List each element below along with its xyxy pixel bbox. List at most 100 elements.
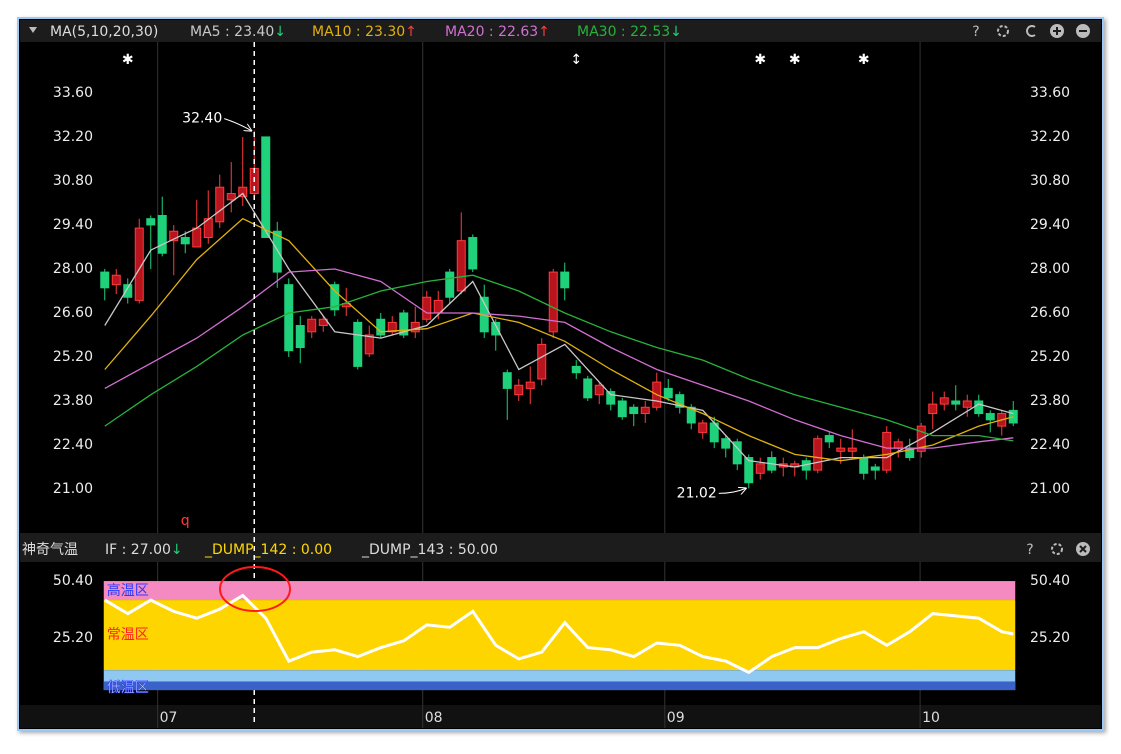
y-tick-label: 26.60	[53, 305, 93, 321]
candle-body	[146, 218, 156, 226]
candle-body	[215, 186, 225, 223]
y-tick-label: 23.80	[1030, 393, 1070, 409]
annotation-arrow	[718, 488, 746, 493]
candle-body	[445, 271, 455, 298]
settings-icon[interactable]	[997, 25, 1009, 37]
candle-body	[468, 237, 478, 270]
zone	[103, 600, 1016, 671]
marker: ✱	[754, 52, 766, 68]
candle-body	[663, 387, 673, 399]
candle-body	[111, 274, 121, 286]
x-tick-label: 09	[667, 710, 685, 726]
candle-body	[617, 400, 627, 418]
candle-body	[100, 271, 110, 289]
ma-line	[104, 274, 1014, 442]
settings-icon[interactable]	[1051, 543, 1063, 555]
candle-body	[548, 271, 558, 333]
y-tick-label: 25.20	[53, 349, 93, 365]
candle-body	[560, 271, 570, 289]
y-tick-label: 28.00	[1030, 261, 1070, 277]
y-tick-label: 33.60	[53, 85, 93, 101]
legend-entry: _DUMP_143 : 50.00	[361, 542, 498, 558]
legend-trend: ↑	[538, 24, 550, 40]
candle-body	[514, 384, 524, 396]
y-tick-label: 30.80	[1030, 173, 1070, 189]
ma-line	[104, 268, 1014, 449]
candle-body	[387, 321, 397, 333]
ma-line	[104, 192, 1014, 468]
y-tick-label: 50.40	[1030, 573, 1070, 589]
zoom-in-glyph	[1053, 27, 1061, 35]
candle-body	[456, 240, 466, 292]
panel-header-bar	[20, 533, 1101, 562]
annotation-label: 21.02	[677, 485, 717, 501]
y-tick-label: 21.00	[1030, 481, 1070, 497]
close-glyph	[1079, 545, 1087, 553]
candle-body	[813, 438, 823, 471]
candle-body	[502, 372, 512, 389]
legend-label: MA30 : 22.53	[577, 24, 670, 40]
annotation-arrow	[224, 118, 251, 131]
y-tick-label: 21.00	[53, 481, 93, 497]
ma-line	[104, 217, 1014, 462]
refresh-icon[interactable]	[1026, 25, 1036, 37]
candle-body	[226, 193, 236, 201]
zone-band	[103, 681, 1016, 691]
y-tick-label: 25.20	[1030, 630, 1070, 646]
dropdown-icon[interactable]	[29, 27, 37, 33]
legend-label: _DUMP_142 : 0.00	[204, 542, 332, 558]
y-tick-label: 25.20	[1030, 349, 1070, 365]
candle-body	[836, 447, 846, 452]
candle-body	[686, 406, 696, 424]
candle-body	[295, 325, 305, 349]
y-tick-label: 32.20	[1030, 129, 1070, 145]
zone-label: 低温区	[107, 680, 149, 696]
candle-body	[134, 227, 144, 301]
candle-body	[284, 284, 294, 352]
x-tick-label: 08	[425, 710, 443, 726]
legend-trend: ↑	[405, 24, 417, 40]
y-tick-label: 50.40	[53, 573, 93, 589]
legend-trend: ↓	[171, 542, 183, 558]
candle-body	[962, 400, 972, 408]
candle-body	[238, 186, 248, 198]
candle-body	[203, 218, 213, 239]
candle-body	[744, 457, 754, 484]
candle-body	[571, 365, 581, 374]
help-icon[interactable]: ?	[972, 24, 979, 40]
candle-body	[974, 400, 984, 415]
y-tick-label: 29.40	[1030, 217, 1070, 233]
zone-label: 高温区	[107, 582, 149, 599]
candle-body	[985, 413, 995, 421]
y-tick-label: 29.40	[53, 217, 93, 233]
zone-label: 常温区	[107, 627, 149, 643]
candle-body	[272, 230, 282, 273]
legend-entry: MA30 : 22.53↓	[577, 24, 682, 40]
legend-trend: ↓	[670, 24, 682, 40]
candle-body	[675, 394, 685, 408]
legend-entry: IF : 27.00↓	[105, 542, 183, 558]
candle-body	[376, 318, 386, 336]
candle-body	[629, 406, 639, 415]
candle-body	[870, 466, 880, 471]
y-tick-label: 23.80	[53, 393, 93, 409]
legend-label: IF : 27.00	[105, 542, 171, 558]
legend-entry: _DUMP_142 : 0.00	[204, 542, 332, 558]
candle-body	[640, 406, 650, 415]
indicator-label: MA(5,10,20,30)	[50, 24, 158, 40]
candle-body	[594, 384, 604, 396]
header-bar	[20, 20, 1101, 42]
candle-body	[169, 230, 179, 242]
candle-body	[157, 215, 167, 254]
candle-body	[847, 447, 857, 452]
candle-body	[353, 321, 363, 367]
candle-body	[491, 321, 501, 336]
candle-body	[939, 397, 949, 405]
marker: ↕	[570, 52, 582, 68]
candle-body	[721, 438, 731, 449]
candle-body	[180, 237, 190, 245]
y-tick-label: 22.40	[53, 437, 93, 453]
help-icon[interactable]: ?	[1026, 542, 1033, 558]
